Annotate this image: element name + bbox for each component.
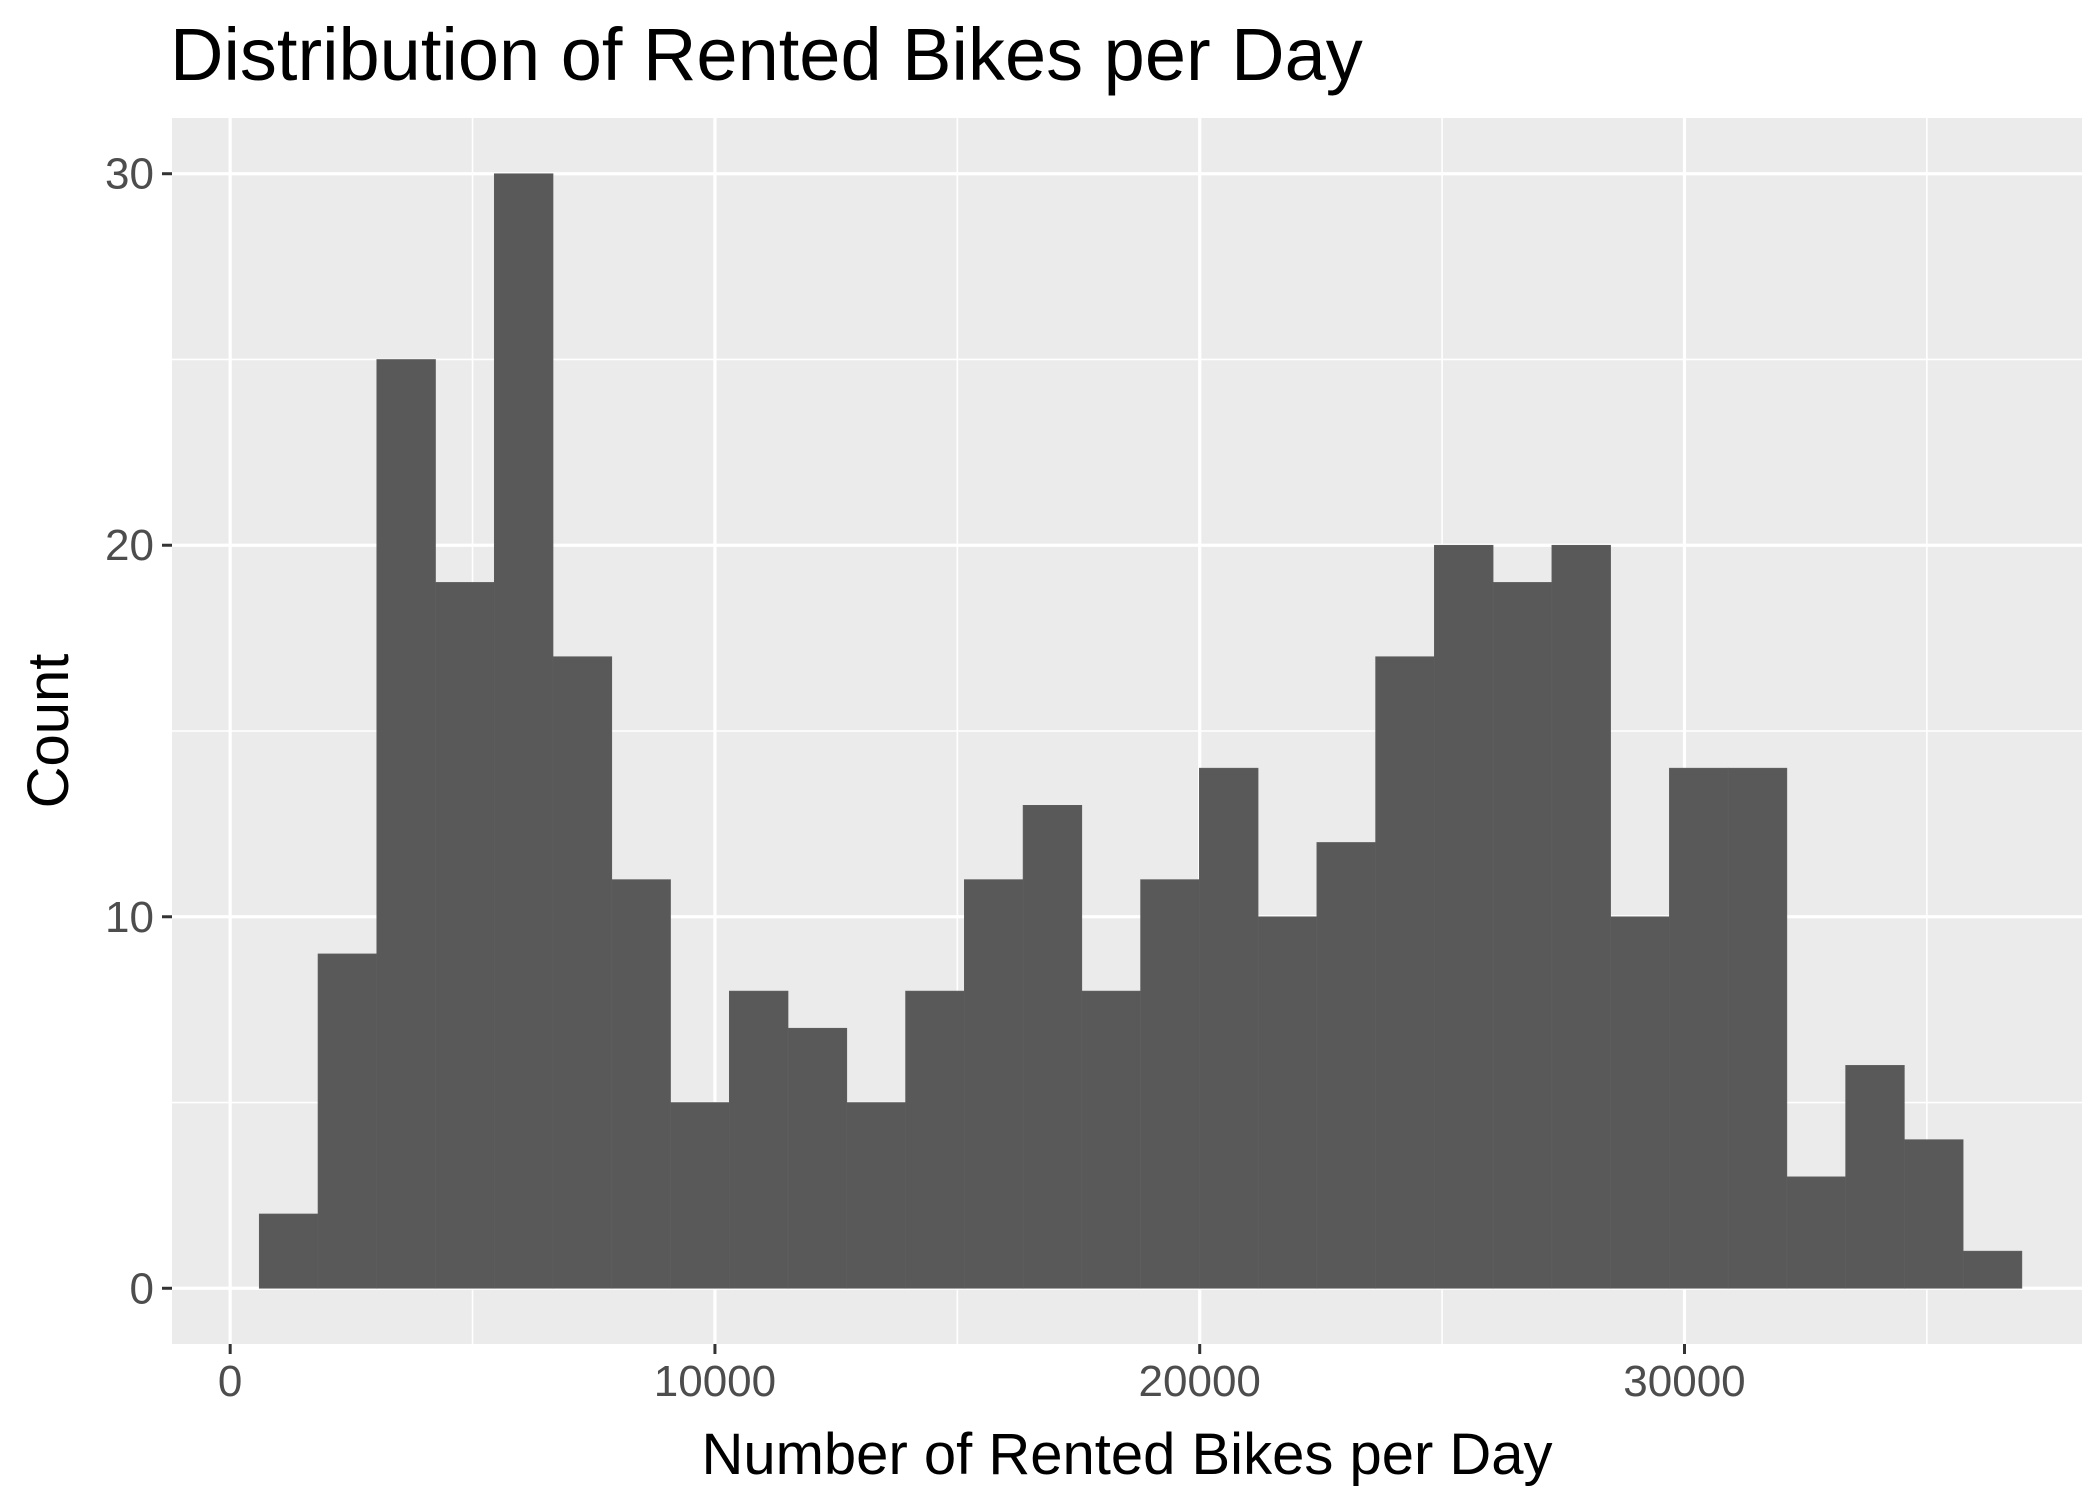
histogram-bar	[1551, 544, 1611, 1289]
x-axis-title: Number of Rented Bikes per Day	[701, 1422, 1552, 1487]
histogram-bar	[1081, 990, 1141, 1289]
histogram-bar	[1962, 1250, 2023, 1289]
histogram-bar	[1140, 879, 1200, 1289]
histogram-bar	[552, 656, 613, 1289]
histogram-bar	[1022, 805, 1083, 1289]
histogram-bar	[1610, 916, 1670, 1289]
x-tick-label: 0	[218, 1357, 242, 1406]
histogram-bar	[1845, 1065, 1905, 1289]
histogram-bar	[1434, 544, 1494, 1289]
y-tick-label: 10	[105, 893, 154, 942]
x-tick-label: 30000	[1623, 1357, 1745, 1406]
histogram-bar	[611, 879, 671, 1289]
histogram-bar	[1316, 842, 1376, 1289]
y-axis-ticks: 0 10 20 30	[105, 150, 172, 1313]
x-tick-label: 20000	[1139, 1357, 1261, 1406]
histogram-bar	[1492, 582, 1553, 1289]
histogram-bar	[964, 879, 1024, 1289]
histogram-bar	[1199, 767, 1259, 1289]
histogram-bar	[1786, 1176, 1846, 1289]
y-tick-label: 0	[130, 1264, 154, 1313]
y-tick-label: 20	[105, 521, 154, 570]
histogram-bar	[317, 953, 378, 1289]
histogram-bar	[258, 1213, 319, 1289]
histogram-bar	[376, 359, 436, 1289]
histogram-bar	[670, 1102, 730, 1289]
histogram-bar	[1375, 656, 1435, 1289]
histogram-bar	[905, 990, 965, 1289]
y-tick-label: 30	[105, 150, 154, 199]
histogram-bar	[1669, 767, 1729, 1289]
histogram-bar	[728, 990, 789, 1289]
histogram-bar	[1257, 916, 1318, 1289]
histogram-bar	[435, 582, 495, 1289]
histogram-bar	[1904, 1139, 1964, 1289]
y-axis-title: Count	[16, 654, 81, 809]
x-axis-ticks: 0 10000 20000 30000	[218, 1344, 1746, 1406]
histogram-bar	[846, 1102, 906, 1289]
chart-title: Distribution of Rented Bikes per Day	[170, 13, 1363, 96]
histogram-bars	[258, 173, 2023, 1289]
histogram-bar	[787, 1027, 848, 1289]
histogram-bar	[493, 173, 554, 1289]
x-tick-label: 10000	[654, 1357, 776, 1406]
histogram-bar	[1727, 767, 1788, 1289]
